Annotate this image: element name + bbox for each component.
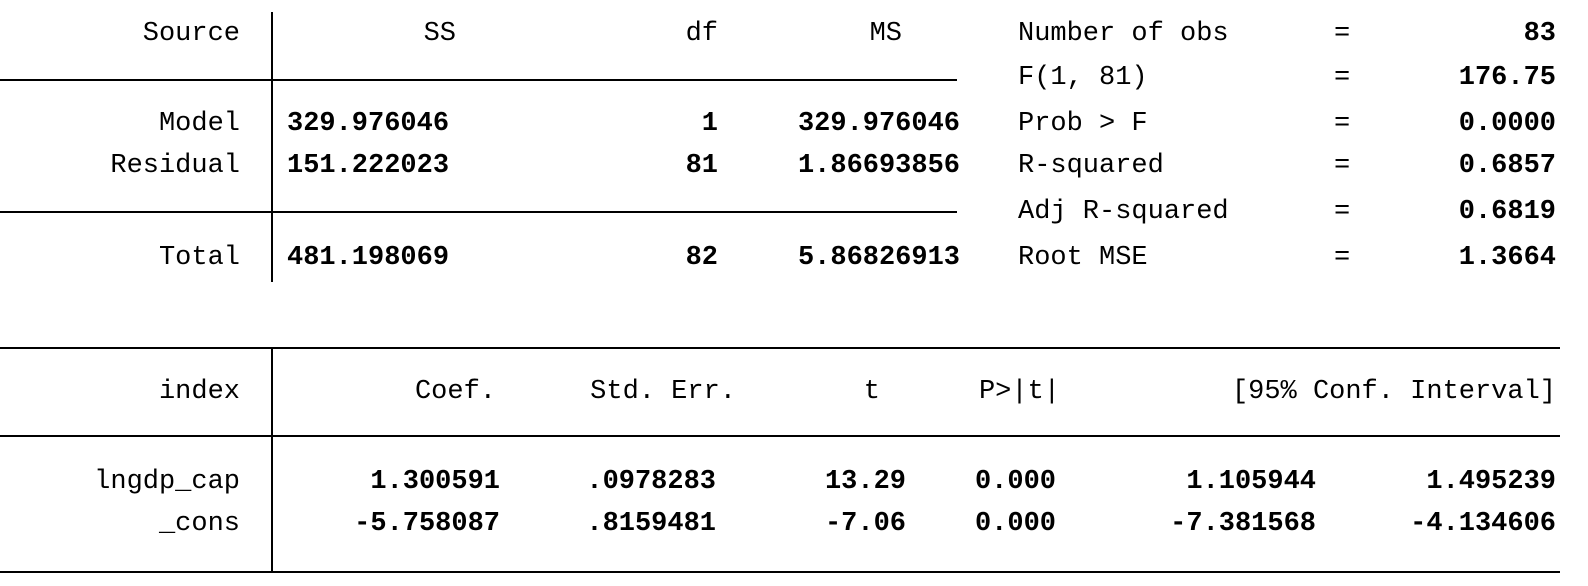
coef-header-t: t [863,377,880,407]
coef-p: 0.000 [974,509,1056,539]
anova-ss: 151.222023 [287,151,450,181]
coef-header-row: index Coef. Std. Err. t P>|t| [95% Conf.… [0,372,1588,412]
stat-equals: = [1334,63,1351,93]
coef-header-coef: Coef. [414,377,496,407]
coef-value: -5.758087 [354,509,500,539]
coef-t: -7.06 [824,509,906,539]
coef-header-se: Std. Err. [590,377,736,407]
coef-row-cons: _cons -5.758087 .8159481 -7.06 0.000 -7.… [0,504,1588,544]
anova-header-rule [0,79,957,81]
anova-row-residual: Residual 151.222023 81 1.86693856 [0,146,1588,186]
coef-header-ci: [95% Conf. Interval] [1231,377,1556,407]
anova-header-ms: MS [869,19,902,49]
stat-row: F(1, 81) = 176.75 [0,58,1588,98]
anova-total-rule [0,211,957,213]
stat-equals: = [1334,109,1351,139]
anova-source: Model [158,109,240,139]
stat-row: R-squared = 0.6857 [0,146,1588,186]
anova-ms: 1.86693856 [797,151,960,181]
coef-ci-low: 1.105944 [1186,467,1316,497]
anova-header-ss: SS [423,19,456,49]
stat-label: F(1, 81) [1018,63,1148,93]
coef-vertical-divider [271,347,273,573]
coef-var: lngdp_cap [94,467,240,497]
coef-value: 1.300591 [370,467,500,497]
stat-row: Root MSE = 1.3664 [0,238,1588,278]
coef-t: 13.29 [824,467,906,497]
stat-label: Root MSE [1018,243,1148,273]
anova-df: 1 [701,109,718,139]
stat-row: Adj R-squared = 0.6819 [0,192,1588,232]
coef-ci-low: -7.381568 [1170,509,1316,539]
stat-label: Adj R-squared [1018,197,1229,227]
coef-header-rule [0,435,1560,437]
anova-row-model: Model 329.976046 1 329.976046 [0,104,1588,144]
coef-ci-high: 1.495239 [1426,467,1556,497]
stat-label: R-squared [1018,151,1164,181]
anova-ss: 481.198069 [287,243,450,273]
anova-header-df: df [685,19,718,49]
stat-label: Number of obs [1018,19,1229,49]
coef-header-var: index [158,377,240,407]
stat-value: 1.3664 [1458,243,1556,273]
anova-source: Total [158,243,240,273]
anova-header-source: Source [142,19,240,49]
stat-value: 0.6857 [1458,151,1556,181]
coef-p: 0.000 [974,467,1056,497]
stat-value: 83 [1523,19,1556,49]
anova-ms: 329.976046 [797,109,960,139]
stat-row: Prob > F = 0.0000 [0,104,1588,144]
stat-equals: = [1334,19,1351,49]
stat-label: Prob > F [1018,109,1148,139]
coef-bottom-rule [0,571,1560,573]
coef-se: .0978283 [586,467,716,497]
coef-header-p: P>|t| [978,377,1060,407]
coef-var: _cons [158,509,240,539]
coef-se: .8159481 [586,509,716,539]
stat-equals: = [1334,243,1351,273]
stat-value: 0.0000 [1458,109,1556,139]
stat-value: 176.75 [1458,63,1556,93]
coef-row-lngdp-cap: lngdp_cap 1.300591 .0978283 13.29 0.000 … [0,462,1588,502]
anova-vertical-divider [271,12,273,282]
anova-df: 82 [685,243,718,273]
anova-source: Residual [110,151,240,181]
anova-df: 81 [685,151,718,181]
stat-row: Number of obs = 83 [0,14,1588,54]
anova-ms: 5.86826913 [797,243,960,273]
stat-equals: = [1334,151,1351,181]
anova-ss: 329.976046 [287,109,450,139]
anova-row-total: Total 481.198069 82 5.86826913 [0,238,1588,278]
coef-top-rule [0,347,1560,349]
stat-value: 0.6819 [1458,197,1556,227]
anova-header-row: Source SS df MS [0,14,1588,54]
stat-equals: = [1334,197,1351,227]
coef-ci-high: -4.134606 [1410,509,1556,539]
